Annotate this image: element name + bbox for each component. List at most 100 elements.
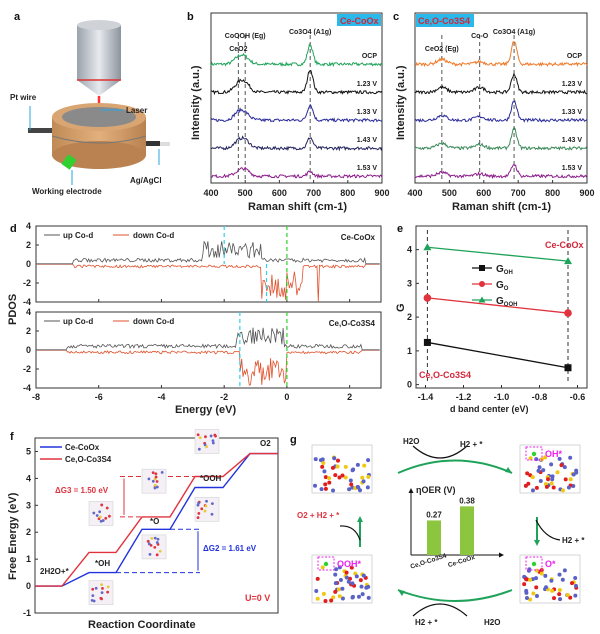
atom <box>321 461 326 466</box>
atom <box>154 472 158 476</box>
y-tick-label: -4 <box>23 383 31 393</box>
atom <box>574 468 579 473</box>
series-label: OCP <box>362 53 378 60</box>
atom <box>528 456 533 461</box>
atom <box>333 572 338 577</box>
panel-label-f: f <box>10 431 14 443</box>
series-label: 1.53 V <box>357 165 378 172</box>
marker-circle <box>564 309 572 317</box>
atom <box>337 565 342 570</box>
atom <box>99 519 103 523</box>
step-label: *OOH <box>200 474 222 483</box>
atom <box>320 464 325 469</box>
label-laser: Laser <box>126 106 147 115</box>
panel-a: a Pt wire Laser Working electrod <box>10 11 170 196</box>
atom <box>561 488 566 493</box>
atom <box>541 468 546 473</box>
atom <box>562 568 567 573</box>
atom <box>91 587 95 591</box>
atom <box>101 519 105 522</box>
atom <box>524 595 529 600</box>
atom <box>100 597 103 601</box>
atom <box>204 435 207 439</box>
reaction-arrow <box>339 525 361 541</box>
panel-e: e G d band center (eV) -1.4 -1.2 -1.0 -0.8 -… <box>395 223 588 414</box>
atom <box>365 485 370 490</box>
atom <box>155 480 159 483</box>
atom <box>337 475 342 480</box>
x-tick-label: 700 <box>306 188 321 198</box>
atom <box>210 512 214 516</box>
x-tick-label: 700 <box>511 188 526 198</box>
atom <box>100 583 103 587</box>
slab-structure: O* <box>519 554 581 604</box>
atom <box>153 486 157 490</box>
y-tick-label: 0 <box>26 345 31 355</box>
legend-label-down: down Co-d <box>133 231 174 240</box>
atom <box>343 464 348 469</box>
spectrum-153v <box>211 166 383 180</box>
atom <box>351 467 356 472</box>
atom <box>336 587 341 592</box>
atom <box>313 457 318 462</box>
label-ag-agcl: Ag/AgCl <box>130 176 162 185</box>
atom <box>330 465 335 470</box>
x-tick-label: 500 <box>442 188 457 198</box>
x-tick-label: 0 <box>284 392 289 402</box>
atom <box>100 503 104 507</box>
peak-label: CoOOH (Eg) <box>225 33 266 40</box>
energy-profile-cecoox <box>35 452 278 587</box>
adsorbate-label: O* <box>545 559 556 569</box>
atom <box>344 575 349 580</box>
y-tick-label: -2 <box>23 278 31 288</box>
structure-thumbnail <box>88 501 114 526</box>
subplot-title: Ce-CoOx <box>341 233 376 242</box>
atom <box>211 441 215 445</box>
legend-marker <box>479 265 485 271</box>
species-h2-right: H2 + * <box>562 536 585 545</box>
y-tick-label: 1 <box>407 346 412 356</box>
y-axis-label: Free Energy (eV) <box>7 492 19 580</box>
atom <box>333 473 338 478</box>
marker-square <box>564 364 572 372</box>
panel-f: f Free Energy (eV) Reaction Coordinate -… <box>7 429 279 631</box>
atom <box>150 536 154 540</box>
atom <box>526 568 531 573</box>
panel-c: c Ce,O-Co3S4 Intensity (a.u.) Raman shif… <box>393 11 595 213</box>
atom <box>534 457 539 462</box>
atom <box>151 471 155 475</box>
bar-ce-o-co3s4 <box>427 520 441 555</box>
step-label: 2H2O+* <box>40 567 70 576</box>
atom <box>543 455 548 460</box>
reaction-arrow <box>412 603 468 617</box>
atom <box>573 575 578 580</box>
arrowhead <box>357 516 363 522</box>
atom <box>546 477 551 482</box>
atom <box>101 586 104 590</box>
atom <box>323 475 328 480</box>
spectrum-ocp <box>210 43 383 68</box>
y-tick-label: 0 <box>407 380 412 390</box>
peak-label: CeO2 <box>229 46 247 53</box>
structure-thumbnail <box>194 496 220 522</box>
atom <box>366 474 371 479</box>
arrowhead <box>505 467 512 473</box>
atom <box>560 577 565 582</box>
series-label: 1.53 V <box>562 165 583 172</box>
series-label: 1.33 V <box>562 109 583 116</box>
atom <box>526 481 531 486</box>
energy-profile-ceoco3s4 <box>35 452 278 587</box>
atom <box>322 469 327 474</box>
title-badge <box>337 14 381 26</box>
atom <box>94 586 98 590</box>
atom <box>204 504 208 508</box>
atom <box>360 475 365 480</box>
series-label: OCP <box>567 53 583 60</box>
x-axis-arrowhead <box>499 552 504 558</box>
atom <box>349 482 354 487</box>
panel-label-e: e <box>397 223 403 235</box>
species-o2-h2: O2 + H2 + * <box>297 511 340 520</box>
y-tick-label: 2 <box>26 527 31 537</box>
atom <box>106 590 110 594</box>
delta-g3-label: ΔG3 = 1.50 eV <box>55 486 109 495</box>
